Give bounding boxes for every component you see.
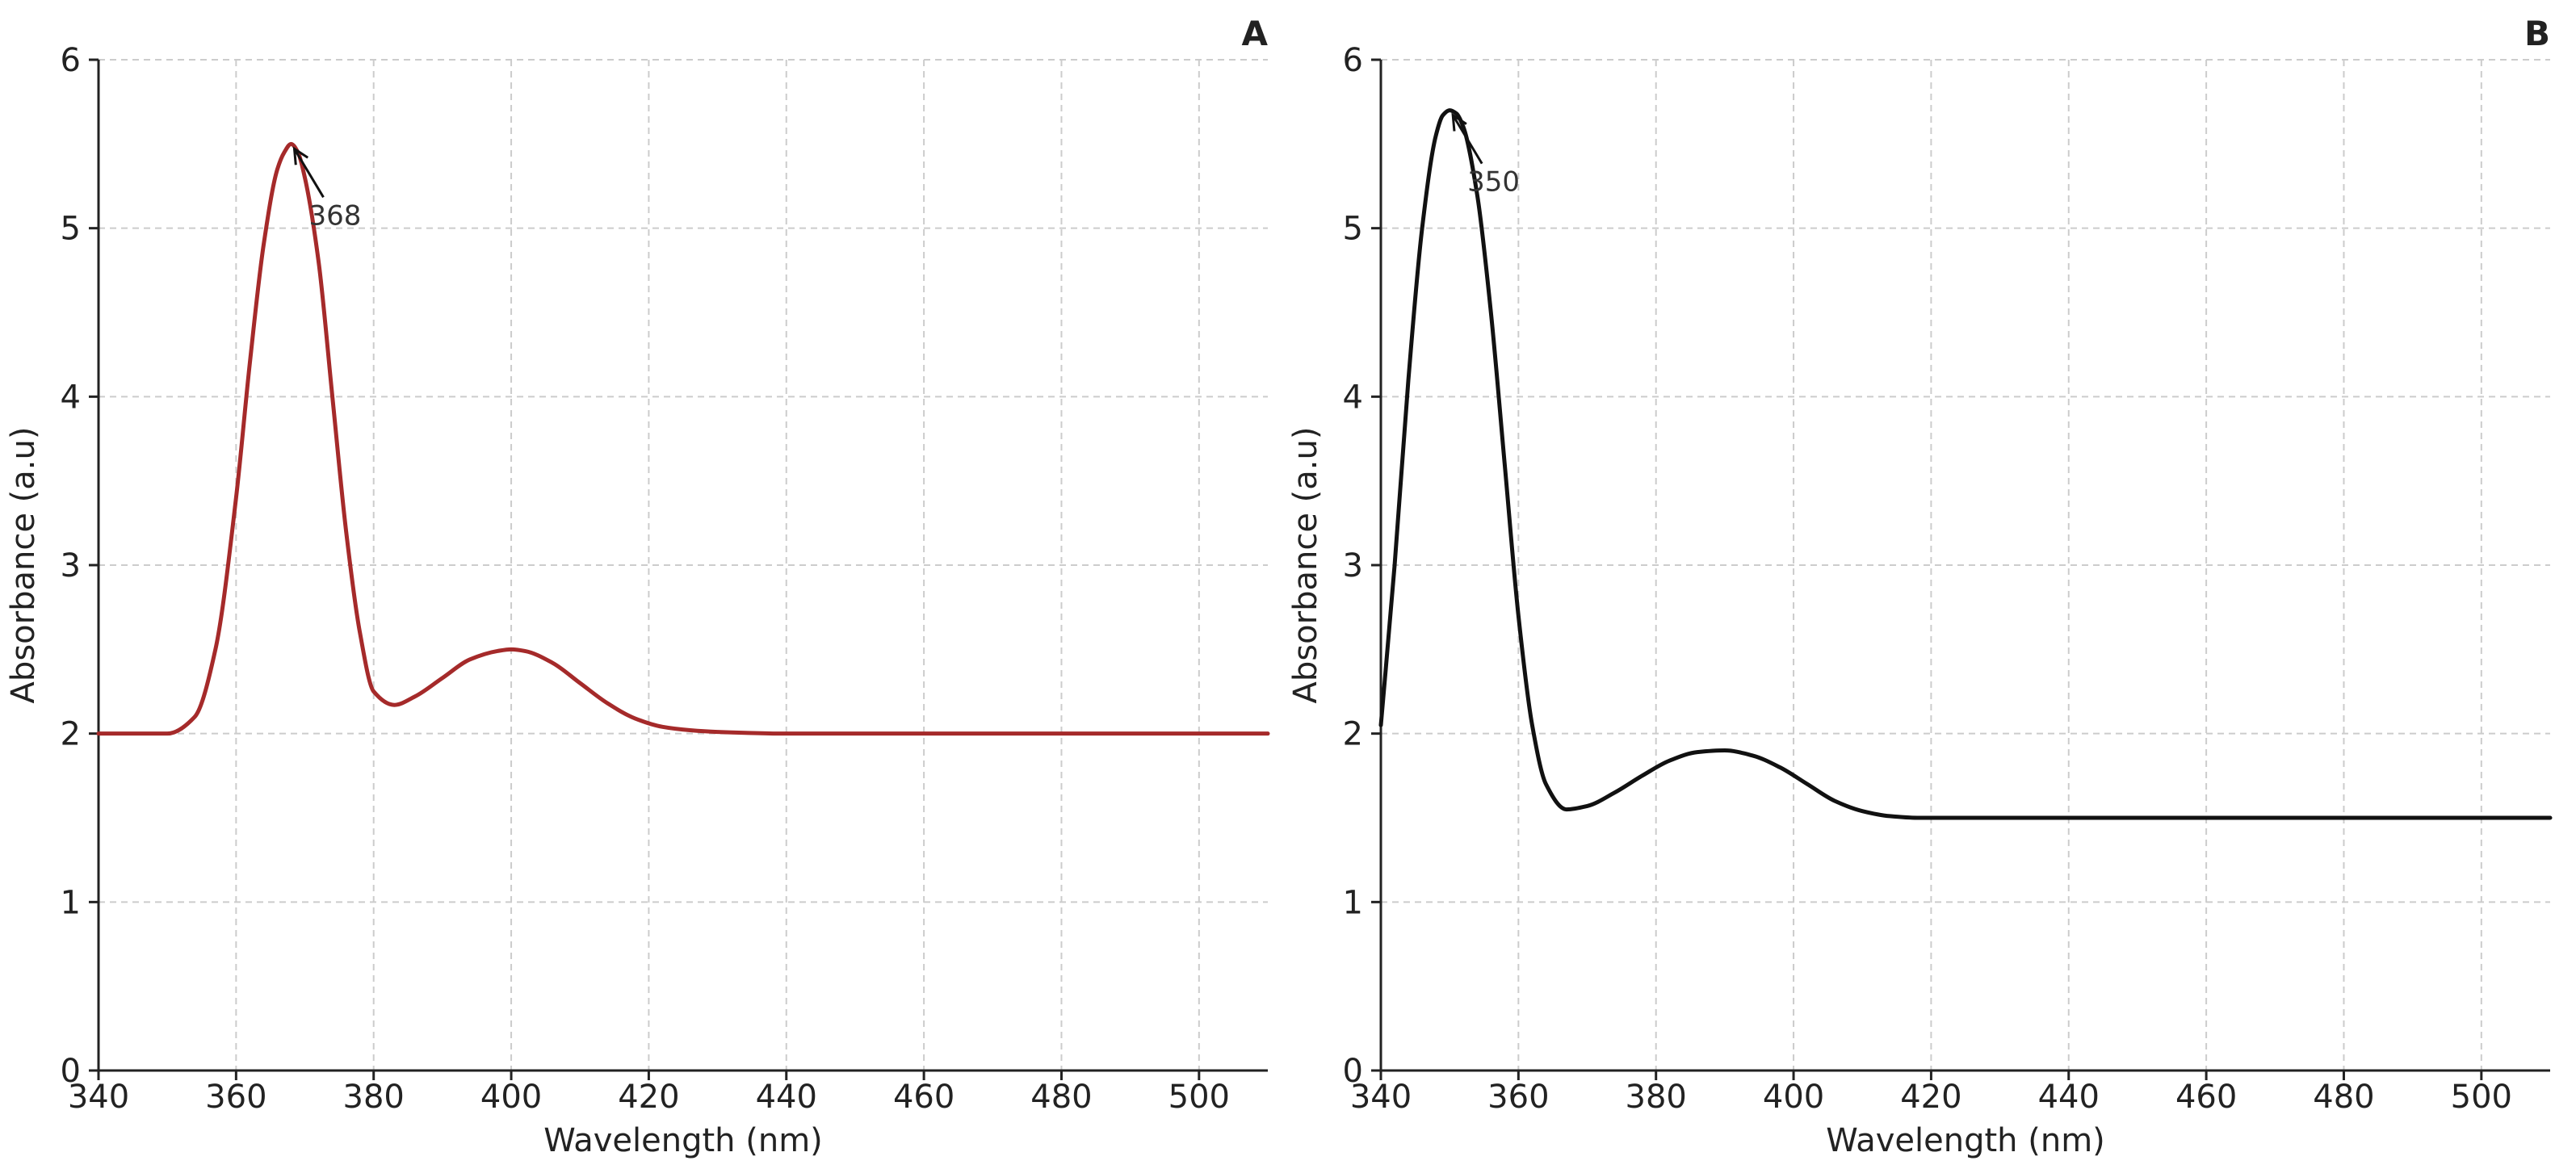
x-tick-label: 360 (1487, 1079, 1549, 1116)
x-tick-label: 500 (2451, 1079, 2512, 1116)
x-tick-label: 460 (2175, 1079, 2237, 1116)
y-tick-label: 0 (1343, 1053, 1363, 1090)
panel-a: 340 360 380 400 420 440 460 480 500 0 1 2 3 4 5 6 Wavele… (5, 14, 1270, 1159)
x-tick-label: 460 (893, 1079, 954, 1116)
x-tick-label: 400 (480, 1079, 542, 1116)
y-tick-label: 5 (1343, 211, 1363, 248)
annotation-arrow (1451, 114, 1483, 165)
x-tick-label: 440 (2038, 1079, 2100, 1116)
x-tick-label: 340 (68, 1079, 129, 1116)
y-tick-label: 1 (1343, 884, 1363, 921)
x-tick-label: 380 (343, 1079, 405, 1116)
x-tick-label: 340 (1350, 1079, 1412, 1116)
x-tick-label: 480 (1030, 1079, 1092, 1116)
x-tick-label: 440 (756, 1079, 817, 1116)
annotation-arrow (293, 148, 325, 199)
series-line (1378, 108, 2553, 820)
x-axis-label: Wavelength (nm) (543, 1122, 823, 1159)
y-tick-label: 3 (61, 547, 81, 584)
panel-b: 340 360 380 400 420 440 460 480 500 0 1 2 3 4 5 6 Wavele… (1287, 14, 2553, 1159)
y-axis-label: Absorbance (a.u) (5, 427, 42, 704)
y-tick-label: 4 (61, 379, 81, 416)
x-tick-label: 360 (205, 1079, 266, 1116)
y-axis-label: Absorbance (a.u) (1287, 427, 1324, 704)
annotation-arrowhead (1451, 112, 1467, 132)
y-tick-label: 2 (61, 716, 81, 753)
x-tick-label: 400 (1763, 1079, 1824, 1116)
series-line (96, 141, 1270, 736)
y-tick-label: 6 (1343, 42, 1363, 79)
y-tick-label: 1 (61, 884, 81, 921)
x-tick-label: 420 (618, 1079, 679, 1116)
annotation-arrowhead (292, 146, 309, 166)
panel-label: A (1241, 14, 1268, 53)
x-axis-label: Wavelength (nm) (1826, 1122, 2105, 1159)
y-tick-label: 2 (1343, 716, 1363, 753)
y-tick-label: 6 (61, 42, 81, 79)
x-tick-label: 480 (2313, 1079, 2374, 1116)
y-tick-label: 0 (61, 1053, 81, 1090)
x-tick-label: 420 (1900, 1079, 1961, 1116)
annotation-label: 350 (1467, 166, 1520, 199)
panel-label: B (2524, 14, 2550, 53)
annotation-label: 368 (308, 199, 361, 232)
y-tick-label: 5 (61, 211, 81, 248)
y-tick-label: 3 (1343, 547, 1363, 584)
y-tick-label: 4 (1343, 379, 1363, 416)
x-tick-label: 500 (1168, 1079, 1230, 1116)
x-tick-label: 380 (1626, 1079, 1687, 1116)
